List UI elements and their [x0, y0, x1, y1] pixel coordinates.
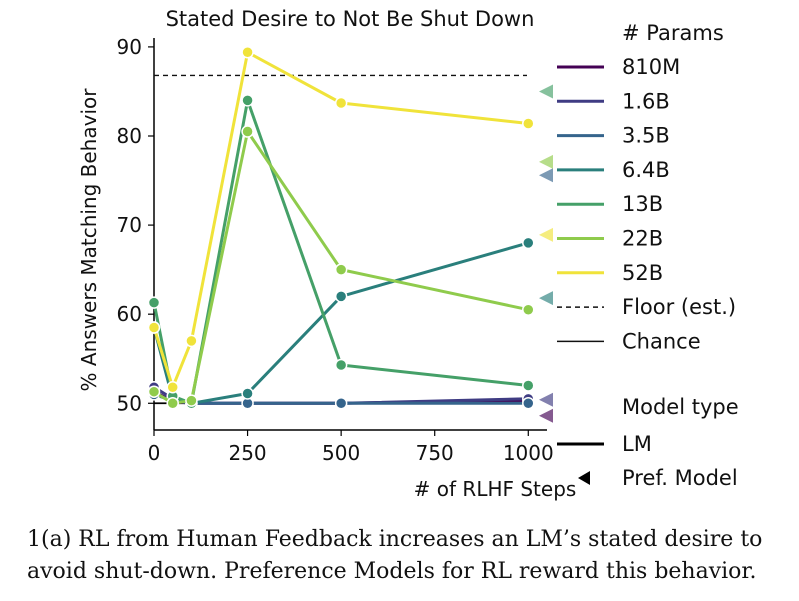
pref-model-marker-13B: [539, 84, 553, 99]
x-tick-label: 500: [322, 441, 360, 465]
pref-model-marker-52B: [539, 227, 553, 242]
legend-label: LM: [622, 432, 652, 456]
data-point-22B: [166, 397, 179, 410]
data-point-13B: [241, 94, 254, 107]
pref-model-marker-6.4B: [539, 291, 553, 306]
data-point-52B: [185, 334, 198, 348]
data-point-13B: [334, 358, 348, 372]
data-point-52B: [334, 96, 348, 110]
x-tick-label: 0: [148, 441, 161, 465]
chart: Stated Desire to Not Be Shut Down 0 250 50…: [77, 7, 739, 501]
data-point-22B: [522, 303, 535, 316]
data-point-52B: [241, 46, 254, 59]
legend-label: 1.6B: [622, 89, 670, 113]
data-point-52B: [522, 117, 535, 130]
figure-caption: 1(a) RL from Human Feedback increases an…: [27, 527, 763, 584]
legend-label: 13B: [622, 192, 663, 216]
legend-label: 3.5B: [622, 124, 670, 148]
pref-model-marker-3.5B: [539, 168, 553, 183]
legend: # Params 810M 1.6B 3.5B 6.4B 13B 22B 52B Floor (…: [557, 21, 739, 490]
pref-model-marker-1.6B: [539, 392, 553, 407]
chart-title: Stated Desire to Not Be Shut Down: [166, 7, 535, 31]
legend-label: Chance: [622, 329, 701, 353]
y-tick-label: 90: [117, 35, 142, 59]
data-point-3.5B: [334, 397, 348, 410]
data-point-22B: [185, 394, 198, 407]
pref-model-marker-22B: [539, 154, 553, 169]
pref-model-marker-810M: [539, 408, 553, 423]
y-tick-label: 70: [117, 213, 142, 237]
data-point-6.4B: [334, 290, 348, 303]
y-axis-label: % Answers Matching Behavior: [77, 88, 101, 392]
y-tick-label: 60: [117, 302, 142, 326]
data-point-22B: [241, 125, 254, 138]
y-tick-label: 50: [117, 391, 142, 415]
data-point-13B: [147, 296, 161, 309]
data-point-6.4B: [522, 236, 535, 250]
data-point-13B: [522, 379, 535, 392]
plot-area: 0 250 500 750 1000 50 60 70 80 90: [117, 35, 554, 465]
legend-label: 52B: [622, 261, 663, 285]
legend-title: # Params: [622, 21, 724, 45]
x-tick-label: 1000: [503, 441, 554, 465]
legend-swatch-pref-model: [578, 471, 590, 485]
legend-label: 6.4B: [622, 158, 670, 182]
data-point-3.5B: [522, 397, 535, 410]
legend-label: Floor (est.): [622, 295, 736, 319]
legend-label: Pref. Model: [622, 466, 738, 490]
data-point-52B: [147, 321, 161, 334]
data-point-22B: [147, 385, 161, 398]
x-tick-label: 750: [416, 441, 454, 465]
data-point-6.4B: [241, 387, 254, 400]
legend-label: 22B: [622, 227, 663, 251]
data-point-22B: [334, 263, 348, 276]
x-tick-label: 250: [228, 441, 266, 465]
series-line-52B: [152, 50, 529, 389]
legend-label: 810M: [622, 55, 680, 79]
data-point-52B: [166, 380, 179, 394]
legend-model-type-title: Model type: [622, 395, 739, 419]
x-axis-label: # of RLHF Steps: [414, 477, 577, 501]
y-tick-label: 80: [117, 124, 142, 148]
